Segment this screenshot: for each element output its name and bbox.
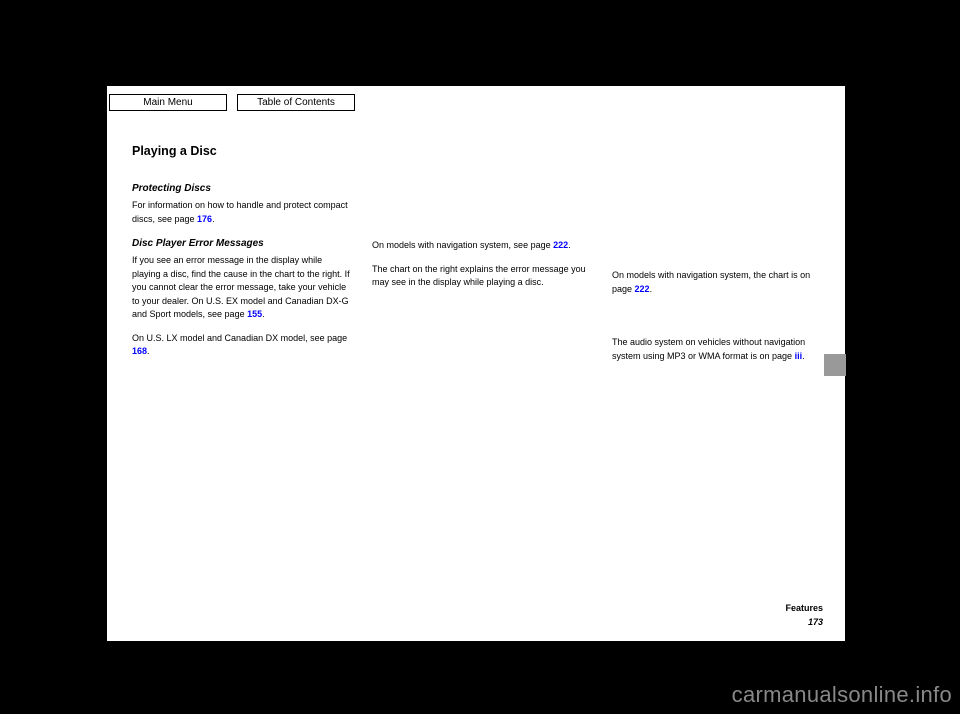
subheading-error: Disc Player Error Messages [132, 236, 352, 251]
page-link[interactable]: iii [795, 351, 803, 361]
nav-buttons: Main Menu Table of Contents [109, 94, 355, 111]
column-1: Protecting Discs For information on how … [132, 181, 352, 369]
column-3: On models with navigation system, the ch… [612, 181, 832, 373]
subheading-protecting: Protecting Discs [132, 181, 352, 196]
page-title: Playing a Disc [132, 144, 217, 158]
watermark: carmanualsonline.info [732, 682, 952, 708]
paragraph: The chart on the right explains the erro… [372, 263, 592, 290]
page-link[interactable]: 155 [247, 309, 262, 319]
manual-page: Main Menu Table of Contents Playing a Di… [107, 86, 845, 641]
main-menu-button[interactable]: Main Menu [109, 94, 227, 111]
section-tab [824, 354, 846, 376]
paragraph: On models with navigation system, see pa… [372, 239, 592, 253]
paragraph: On models with navigation system, the ch… [612, 269, 832, 296]
paragraph: On U.S. LX model and Canadian DX model, … [132, 332, 352, 359]
paragraph: For information on how to handle and pro… [132, 199, 352, 226]
paragraph: The audio system on vehicles without nav… [612, 336, 832, 363]
page-link[interactable]: 176 [197, 214, 212, 224]
column-2: On models with navigation system, see pa… [372, 181, 592, 300]
page-number: 173 [808, 617, 823, 627]
page-link[interactable]: 222 [635, 284, 650, 294]
page-category: Features [785, 603, 823, 613]
toc-button[interactable]: Table of Contents [237, 94, 355, 111]
page-link[interactable]: 222 [553, 240, 568, 250]
paragraph: If you see an error message in the displ… [132, 254, 352, 322]
page-link[interactable]: 168 [132, 346, 147, 356]
